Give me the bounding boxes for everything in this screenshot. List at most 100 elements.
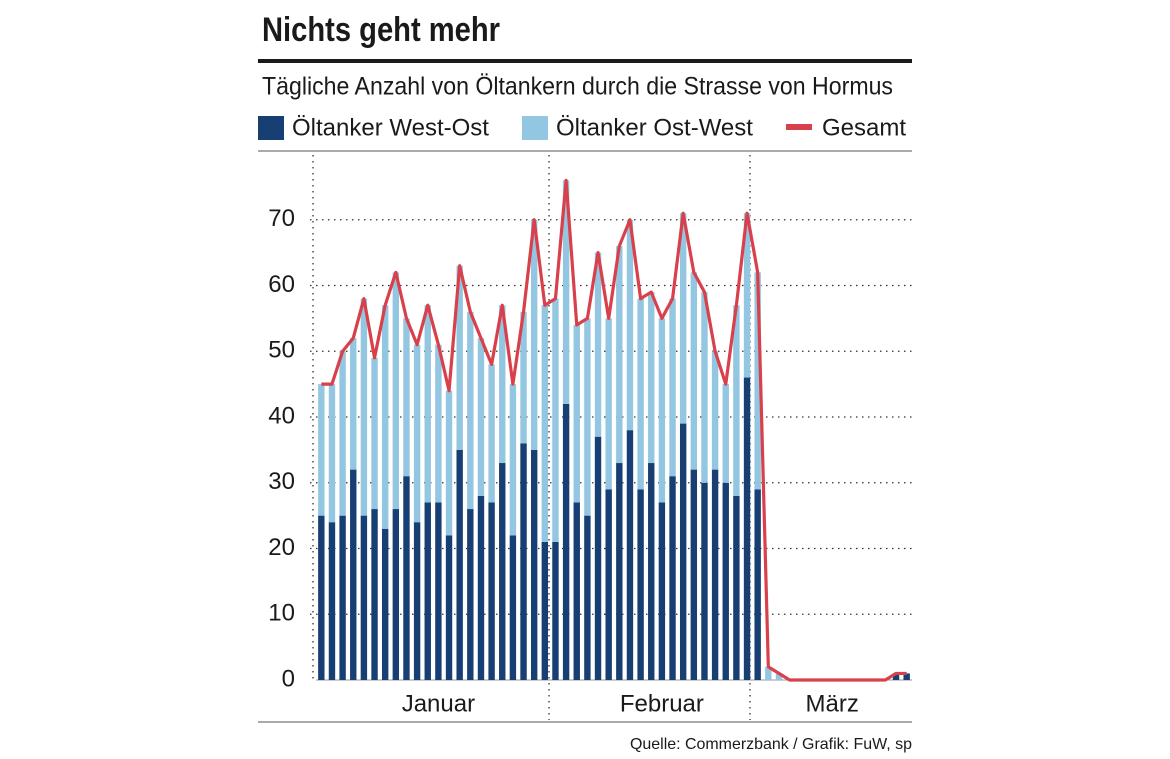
bar-segment	[530, 219, 538, 450]
bar-segment	[509, 535, 517, 680]
bar-segment	[711, 469, 719, 680]
bar-segment	[435, 502, 442, 680]
bar-segment	[403, 318, 410, 477]
legend-swatch	[522, 116, 548, 140]
bar-segment	[371, 357, 378, 510]
bar-segment	[573, 502, 580, 680]
bar-segment	[530, 449, 538, 680]
bar-segment	[552, 541, 559, 680]
bar-segment	[392, 272, 400, 510]
x-tick-label: März	[806, 690, 859, 717]
bar-segment	[903, 673, 910, 680]
bar-segment	[520, 443, 527, 680]
bar-segment	[690, 272, 698, 470]
bar-segment	[679, 213, 687, 424]
legend-label: Öltanker West-Ost	[292, 114, 489, 141]
bar-segment	[679, 423, 687, 680]
bar-segment	[743, 213, 751, 378]
bar-segment	[733, 305, 740, 496]
y-tick-label: 10	[268, 600, 295, 627]
y-tick-label: 40	[268, 402, 295, 429]
bar-segment	[520, 311, 527, 444]
bar-segment	[722, 482, 729, 680]
bar-segment	[328, 384, 336, 523]
y-tick-label: 30	[268, 468, 295, 495]
bar-segment	[424, 305, 431, 503]
bar-segment	[499, 463, 506, 680]
bar-segment	[477, 338, 485, 496]
bar-segment	[616, 246, 623, 464]
bar-segment	[562, 180, 570, 404]
y-tick-label: 60	[268, 271, 295, 298]
bar-segment	[318, 515, 325, 680]
bar-segment	[658, 502, 666, 680]
source: Quelle: Commerzbank / Grafik: FuW, sp	[630, 736, 912, 753]
legend-swatch	[786, 124, 812, 130]
bar-segment	[392, 509, 400, 680]
bar-segment	[488, 502, 495, 680]
bar-segment	[360, 515, 368, 680]
legend-swatch	[258, 116, 284, 140]
bar-segment	[711, 351, 719, 470]
bar-segment	[339, 351, 346, 516]
bar-segment	[754, 272, 761, 490]
bar-segment	[360, 298, 368, 516]
bar-segment	[509, 384, 517, 536]
bar-segment	[626, 219, 634, 431]
bar-segment	[765, 666, 772, 680]
bar-segment	[584, 318, 591, 516]
bar-segment	[701, 292, 708, 483]
bar-segment	[733, 495, 740, 680]
bar-segment	[573, 324, 580, 503]
bar-segment	[488, 364, 495, 503]
chart-title: Nichts geht mehr	[262, 11, 500, 49]
bar-segment	[648, 292, 655, 464]
bar-segment	[669, 298, 676, 477]
legend-label: Öltanker Ost-West	[556, 114, 753, 141]
bar-segment	[467, 311, 474, 510]
bar-segment	[403, 476, 410, 680]
bar-segment	[445, 535, 453, 680]
bar-segment	[892, 673, 900, 680]
bar-segment	[658, 318, 666, 503]
bar-segment	[690, 469, 698, 680]
bar-segment	[467, 509, 474, 680]
bar-segment	[605, 318, 612, 490]
bar-segment	[669, 476, 676, 680]
bar-segment	[499, 305, 506, 464]
bar-segment	[445, 390, 453, 536]
bar-segment	[541, 541, 549, 680]
x-tick-label: Januar	[402, 690, 475, 717]
bar-segment	[541, 305, 549, 542]
bar-segment	[637, 489, 644, 680]
bar-segment	[594, 252, 602, 437]
bar-segment	[381, 528, 389, 680]
y-tick-label: 20	[268, 534, 295, 561]
y-tick-label: 0	[282, 665, 295, 692]
x-tick-label: Februar	[620, 690, 704, 717]
bar-segment	[743, 377, 751, 680]
y-tick-label: 50	[268, 337, 295, 364]
bar-segment	[477, 495, 485, 680]
bar-segment	[637, 298, 644, 490]
bar-segment	[552, 298, 559, 542]
bar-segment	[350, 338, 357, 470]
bar-segment	[413, 522, 421, 680]
bar-segment	[584, 515, 591, 680]
bar-segment	[350, 469, 357, 680]
bar-segment	[562, 403, 570, 680]
bar-segment	[616, 463, 623, 680]
bar-segment	[605, 489, 612, 680]
bar-segment	[339, 515, 346, 680]
bar-segment	[318, 384, 325, 516]
bar-segment	[775, 673, 783, 680]
bar-segment	[413, 344, 421, 523]
bar-segment	[371, 509, 378, 680]
bar-segment	[456, 449, 463, 680]
subtitle: Tägliche Anzahl von Öltankern durch die …	[262, 73, 893, 101]
legend-label: Gesamt	[822, 114, 906, 141]
bar-segment	[328, 522, 336, 680]
bar-segment	[722, 384, 729, 483]
bar-segment	[456, 265, 463, 450]
